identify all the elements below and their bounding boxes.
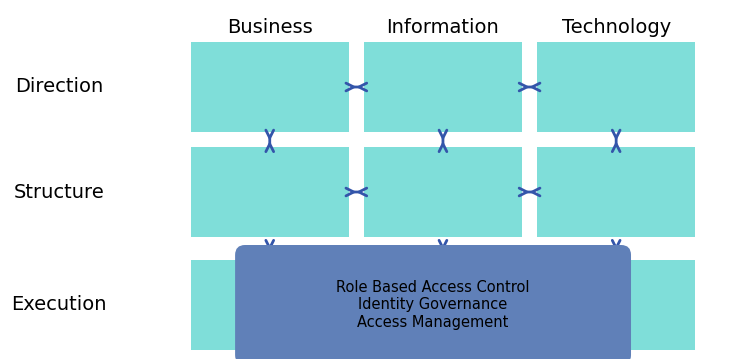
Text: Technology: Technology <box>561 18 671 37</box>
Text: Business: Business <box>227 18 313 37</box>
Polygon shape <box>240 248 334 265</box>
Text: Information: Information <box>386 18 499 37</box>
FancyBboxPatch shape <box>537 260 695 350</box>
FancyBboxPatch shape <box>364 42 522 132</box>
Text: Role Based Access Control
Identity Governance
Access Management: Role Based Access Control Identity Gover… <box>336 280 530 330</box>
FancyBboxPatch shape <box>364 147 522 237</box>
FancyBboxPatch shape <box>190 42 349 132</box>
FancyBboxPatch shape <box>537 147 695 237</box>
FancyBboxPatch shape <box>235 245 631 359</box>
FancyBboxPatch shape <box>190 147 349 237</box>
Text: Execution: Execution <box>11 295 106 314</box>
Text: Structure: Structure <box>14 182 104 201</box>
FancyBboxPatch shape <box>364 260 522 350</box>
FancyBboxPatch shape <box>537 42 695 132</box>
FancyBboxPatch shape <box>190 260 349 350</box>
Text: Direction: Direction <box>15 78 103 97</box>
